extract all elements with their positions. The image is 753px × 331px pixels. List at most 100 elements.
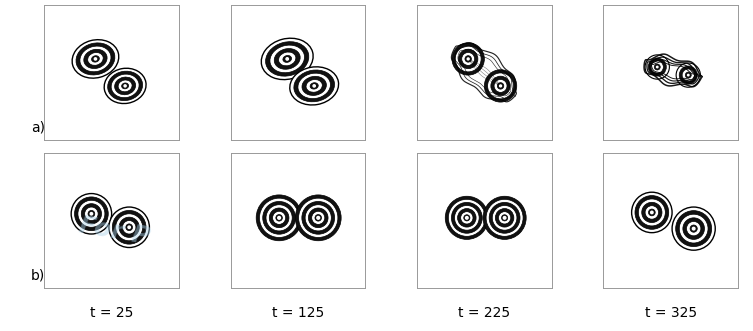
Ellipse shape: [84, 207, 98, 220]
Ellipse shape: [452, 43, 484, 75]
Ellipse shape: [498, 212, 511, 224]
Ellipse shape: [81, 204, 102, 224]
Ellipse shape: [294, 70, 334, 102]
Ellipse shape: [491, 76, 511, 96]
Circle shape: [503, 216, 506, 219]
Ellipse shape: [108, 71, 142, 101]
Ellipse shape: [315, 214, 322, 221]
Ellipse shape: [445, 196, 489, 239]
Circle shape: [317, 216, 319, 219]
Ellipse shape: [310, 83, 319, 89]
Ellipse shape: [274, 49, 300, 69]
Ellipse shape: [78, 200, 105, 227]
Ellipse shape: [464, 215, 470, 221]
Ellipse shape: [501, 215, 508, 221]
Ellipse shape: [302, 202, 334, 234]
Ellipse shape: [685, 72, 691, 78]
Ellipse shape: [648, 209, 655, 216]
Circle shape: [651, 211, 653, 213]
Ellipse shape: [302, 76, 326, 95]
Ellipse shape: [648, 58, 666, 76]
Ellipse shape: [276, 214, 282, 221]
Ellipse shape: [306, 79, 322, 92]
Ellipse shape: [112, 211, 146, 244]
Ellipse shape: [270, 208, 289, 228]
Ellipse shape: [114, 77, 136, 95]
Ellipse shape: [645, 206, 659, 219]
Circle shape: [286, 58, 288, 60]
Ellipse shape: [461, 212, 473, 224]
Ellipse shape: [488, 73, 514, 99]
Circle shape: [128, 226, 130, 228]
Ellipse shape: [84, 49, 107, 69]
Circle shape: [692, 227, 695, 230]
Ellipse shape: [118, 80, 132, 92]
Ellipse shape: [484, 70, 517, 102]
Text: t = 225: t = 225: [459, 306, 511, 319]
Circle shape: [657, 66, 658, 68]
Ellipse shape: [298, 73, 331, 99]
Circle shape: [124, 85, 127, 87]
Circle shape: [313, 85, 316, 87]
Ellipse shape: [283, 56, 291, 62]
Ellipse shape: [682, 69, 694, 81]
Ellipse shape: [690, 225, 697, 232]
Circle shape: [499, 85, 501, 87]
Ellipse shape: [92, 56, 99, 62]
Text: a): a): [31, 120, 44, 134]
Ellipse shape: [497, 83, 504, 89]
Ellipse shape: [123, 220, 136, 234]
Ellipse shape: [455, 206, 479, 230]
Ellipse shape: [486, 199, 523, 236]
Circle shape: [687, 74, 689, 76]
Ellipse shape: [266, 42, 309, 76]
Ellipse shape: [679, 66, 697, 84]
Ellipse shape: [122, 83, 129, 89]
Ellipse shape: [266, 205, 292, 231]
Circle shape: [278, 216, 280, 219]
Ellipse shape: [256, 195, 302, 241]
Ellipse shape: [80, 46, 111, 72]
Ellipse shape: [675, 211, 712, 247]
Ellipse shape: [270, 45, 304, 73]
Ellipse shape: [263, 202, 295, 234]
Ellipse shape: [483, 196, 526, 239]
Ellipse shape: [462, 52, 474, 66]
Ellipse shape: [109, 207, 149, 248]
Text: t = 125: t = 125: [272, 306, 324, 319]
Ellipse shape: [458, 209, 476, 227]
Circle shape: [94, 58, 96, 60]
Ellipse shape: [87, 53, 103, 65]
Ellipse shape: [72, 40, 119, 78]
Ellipse shape: [642, 202, 662, 222]
Ellipse shape: [489, 203, 520, 233]
Ellipse shape: [88, 211, 95, 217]
Ellipse shape: [116, 214, 142, 241]
Ellipse shape: [75, 197, 108, 231]
Text: t = 325: t = 325: [645, 306, 697, 319]
Ellipse shape: [111, 74, 139, 98]
Ellipse shape: [687, 221, 701, 236]
Text: For P: For P: [77, 213, 152, 249]
Ellipse shape: [305, 205, 331, 231]
Ellipse shape: [290, 67, 339, 105]
Text: t = 25: t = 25: [90, 306, 133, 319]
Ellipse shape: [645, 55, 669, 79]
Ellipse shape: [261, 38, 313, 80]
Ellipse shape: [632, 192, 672, 233]
Ellipse shape: [651, 61, 663, 73]
Ellipse shape: [451, 203, 482, 233]
Ellipse shape: [494, 79, 507, 92]
Ellipse shape: [635, 196, 669, 229]
Ellipse shape: [448, 199, 486, 236]
Ellipse shape: [76, 43, 115, 75]
Ellipse shape: [676, 63, 700, 87]
Ellipse shape: [679, 214, 708, 243]
Ellipse shape: [72, 194, 111, 234]
Ellipse shape: [260, 198, 299, 237]
Circle shape: [90, 213, 93, 215]
Ellipse shape: [295, 195, 341, 241]
Ellipse shape: [312, 211, 325, 224]
Ellipse shape: [309, 208, 328, 228]
Ellipse shape: [459, 49, 478, 69]
